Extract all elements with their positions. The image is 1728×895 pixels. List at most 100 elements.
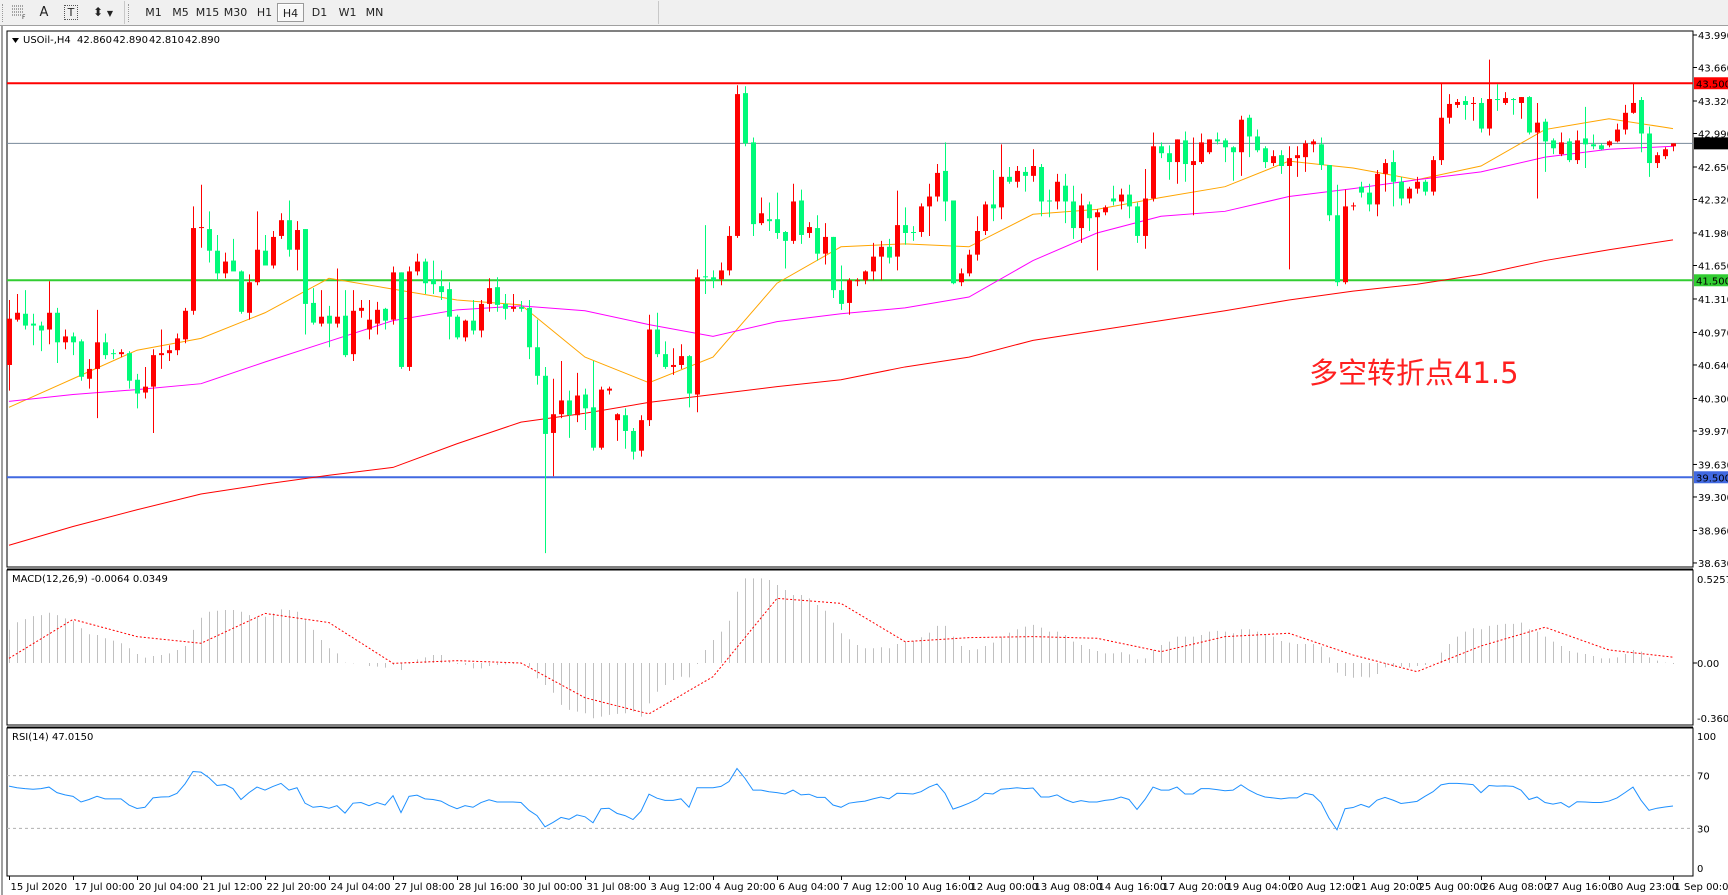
candle [815,215,820,261]
candle [1447,94,1452,124]
candle [239,270,244,314]
candle [807,222,812,238]
candle-body [1279,155,1284,167]
timeframe-h1-button[interactable]: H1 [256,6,273,19]
candle-body [527,307,532,348]
candle [1183,131,1188,182]
candle [1375,169,1380,217]
candle [951,200,956,285]
candle-body [615,414,620,421]
chart-window[interactable]: 43.990 43.660 43.320 42.990 42.650 42.320 41.9… [0,26,1728,895]
timeframe-m30-button[interactable]: M30 [223,6,248,19]
candle [1351,202,1356,211]
price-axis-label: 41.310 [1698,295,1728,306]
candle [903,207,908,245]
candle [1191,137,1196,216]
candle [911,226,916,241]
candle [1255,129,1260,153]
timeframe-m5-button[interactable]: M5 [172,6,189,19]
candle-body [575,395,580,416]
price-tag-label: 39.500 [1696,473,1728,484]
text-label-tool-button[interactable]: T [60,3,82,22]
candle-body [663,354,668,367]
candle [511,294,516,312]
candle-body [991,204,996,209]
candle-body [1407,188,1412,199]
timeframe-mn-button[interactable]: MN [365,6,384,19]
candle-body [855,280,860,282]
candle-body [655,329,660,355]
candle [927,183,932,236]
candle [1639,97,1644,153]
timeframe-m15-button[interactable]: M15 [195,6,220,19]
candle [1335,184,1340,287]
candle [887,238,892,264]
time-axis-label: 21 Aug 20:00 [1355,882,1422,893]
candle [479,299,484,338]
candle-body [927,196,932,207]
timeframe-d1-button[interactable]: D1 [311,6,328,19]
candle [879,240,884,281]
candle-body [775,219,780,233]
timeframe-h4-button[interactable]: H4 [277,3,304,22]
candle [1263,146,1268,168]
chevron-down-icon: ▼ [106,9,114,18]
open-value: 42.860 [77,35,112,46]
candle-body [807,227,812,233]
candle-body [1271,156,1276,164]
arrows-tool-button[interactable]: ⬍ ▼ [88,3,118,22]
candle-body [871,256,876,272]
candle [799,189,804,244]
annotation-text: 多空转折点41.5 [1309,356,1519,390]
fibonacci-grid-icon[interactable]: F [8,3,30,22]
timeframe-w1-button[interactable]: W1 [338,6,357,19]
price-axis-label: 41.980 [1698,229,1728,240]
time-axis-label: 20 Aug 12:00 [1291,882,1358,893]
collapse-triangle-icon[interactable] [12,38,19,43]
candle [751,137,756,236]
time-axis-label: 20 Jul 04:00 [139,882,199,893]
candle-body [983,204,988,232]
candle-body [1047,200,1052,202]
text-tool-button[interactable]: A [39,5,49,20]
candle [31,313,36,346]
candle-body [815,228,820,254]
toolbar-grip[interactable] [2,4,5,22]
candle-body [1183,140,1188,165]
candle [1095,209,1100,271]
price-axis-label: 42.320 [1698,195,1728,206]
candle-body [599,389,604,448]
macd-axis-label: 0.00 [1697,659,1719,670]
timeframe-m1-button[interactable]: M1 [145,6,162,19]
candle [599,386,604,450]
rsi-panel [6,727,1694,877]
candle [1463,96,1468,120]
candle [783,231,788,269]
candle-body [863,271,868,281]
candle-body [1031,166,1036,176]
candle [1359,181,1364,198]
candle [367,299,372,340]
candle-body [151,355,156,387]
candle [1175,139,1180,184]
candle [583,388,588,430]
candle-body [1367,192,1372,205]
candle-body [23,313,28,326]
toolbar-grip[interactable] [128,4,131,22]
candle [823,223,828,265]
candle [359,299,364,318]
price-tag-42.890 [1694,137,1728,150]
candle [767,202,772,232]
candle [519,300,524,312]
candle-body [1127,194,1132,207]
candle-body [1495,99,1500,101]
candle [1295,146,1300,177]
candle [1063,173,1068,224]
price-axis-label: 39.970 [1698,427,1728,438]
candle-body [1359,186,1364,193]
candle-body [1199,142,1204,163]
price-tag-39.500 [1694,471,1728,484]
candle [199,184,204,248]
candle-body [919,206,924,232]
candle [1591,134,1596,150]
